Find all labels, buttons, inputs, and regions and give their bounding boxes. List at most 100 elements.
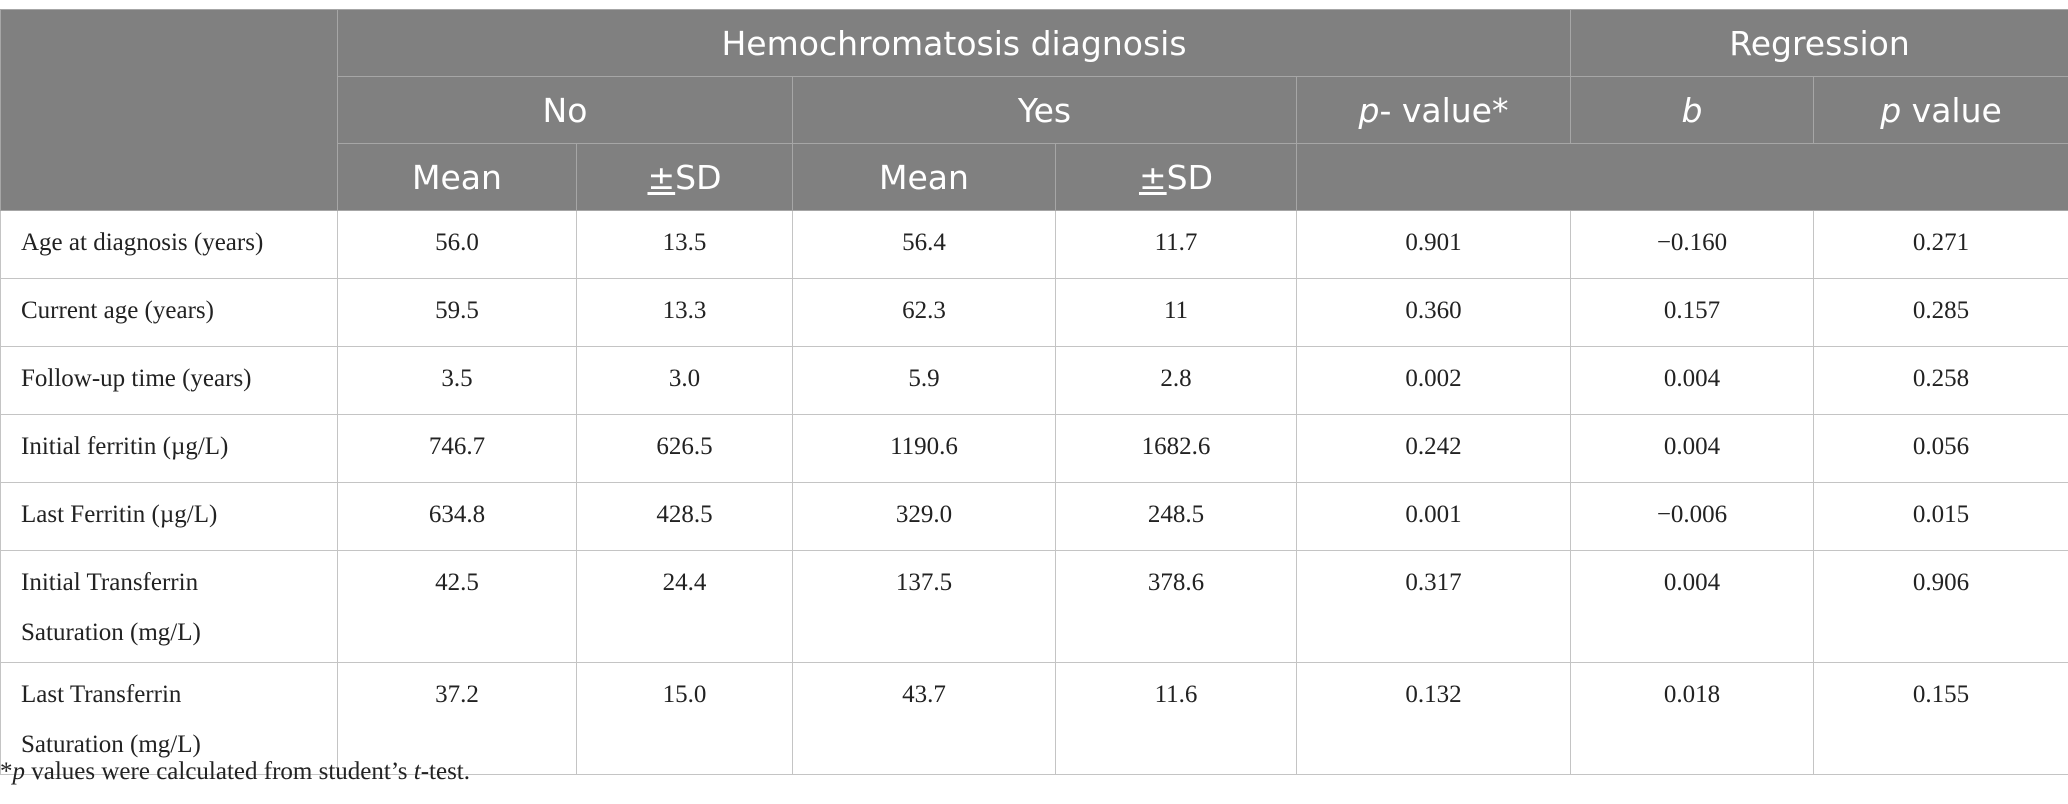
cell-regression-b: 0.004 (1570, 550, 1815, 663)
cell-regression-b: −0.160 (1570, 210, 1815, 279)
cell-yes-mean: 43.7 (792, 662, 1056, 775)
cell-no-sd: 15.0 (576, 662, 793, 775)
results-table-container: Hemochromatosis diagnosis Regression No … (0, 9, 2068, 775)
row-label: Last Ferritin (µg/L) (0, 482, 338, 551)
header-no-mean: Mean (337, 143, 577, 211)
header-hemochromatosis-diagnosis: Hemochromatosis diagnosis (336, 9, 1572, 77)
cell-p-value: 0.002 (1295, 346, 1572, 415)
cell-yes-sd: 1682.6 (1055, 414, 1297, 483)
header-no-sd: ±SD (576, 143, 793, 211)
cell-regression-b: 0.157 (1570, 278, 1815, 347)
header-row-2: No Yes p- value* b p value (1, 76, 2068, 144)
row-label: Initial ferritin (µg/L) (0, 414, 338, 483)
header-blank-cell (1295, 143, 2068, 211)
cell-no-sd: 13.5 (576, 210, 793, 279)
cell-no-mean: 746.7 (337, 414, 577, 483)
row-label: Last Transferrin Saturation (mg/L) (0, 662, 338, 775)
cell-regression-p-value: 0.015 (1813, 482, 2068, 551)
footnote-t: t (413, 758, 421, 785)
header-yes-sd-text: SD (1166, 157, 1213, 197)
row-label-line: Saturation (mg/L) (21, 731, 201, 758)
cell-no-mean: 56.0 (337, 210, 577, 279)
header-corner-cell (0, 9, 338, 211)
row-label: Follow-up time (years) (0, 346, 338, 415)
cell-yes-sd: 11.7 (1055, 210, 1297, 279)
header-yes-mean: Mean (792, 143, 1056, 211)
row-label-line: Current age (years) (21, 297, 214, 324)
table-header: Hemochromatosis diagnosis Regression No … (0, 9, 2068, 211)
row-label-line: Initial ferritin (µg/L) (21, 433, 229, 460)
cell-yes-sd: 378.6 (1055, 550, 1297, 663)
header-row-1: Hemochromatosis diagnosis Regression (0, 9, 2068, 211)
cell-yes-sd: 248.5 (1055, 482, 1297, 551)
row-label-line: Last Ferritin (µg/L) (21, 501, 218, 528)
footnote-text-2: -test. (420, 758, 470, 785)
cell-no-sd: 24.4 (576, 550, 793, 663)
cell-regression-p-value: 0.906 (1813, 550, 2068, 663)
header-reg-p-italic: p (1880, 90, 1902, 130)
cell-yes-sd: 11.6 (1055, 662, 1297, 775)
header-yes-plusminus: ± (1138, 157, 1167, 197)
row-label-line: Follow-up time (years) (21, 365, 252, 392)
row-label-line: Age at diagnosis (years) (21, 229, 264, 256)
cell-regression-p-value: 0.056 (1813, 414, 2068, 483)
header-regression: Regression (1570, 9, 2068, 77)
header-p-value: p- value* (1295, 76, 1572, 144)
cell-p-value: 0.132 (1295, 662, 1572, 775)
cell-yes-mean: 137.5 (792, 550, 1056, 663)
cell-regression-b: 0.004 (1570, 414, 1815, 483)
header-no-sd-text: SD (675, 157, 722, 197)
header-p-value-rest: - value* (1379, 90, 1509, 130)
cell-yes-mean: 5.9 (792, 346, 1056, 415)
header-yes-sd: ±SD (1055, 143, 1297, 211)
cell-yes-sd: 11 (1055, 278, 1297, 347)
header-row-3: Mean ±SD Mean ±SD (1, 143, 2068, 211)
header-regression-p-value: p value (1813, 76, 2068, 144)
footnote-star: * (0, 758, 13, 785)
header-yes: Yes (792, 76, 1297, 144)
header-b-italic: b (1681, 90, 1703, 130)
cell-no-sd: 626.5 (576, 414, 793, 483)
cell-p-value: 0.317 (1295, 550, 1572, 663)
cell-regression-b: 0.018 (1570, 662, 1815, 775)
results-table: Hemochromatosis diagnosis Regression No … (0, 9, 2068, 775)
footnote-text-1: values were calculated from student’s (25, 758, 414, 785)
header-no-plusminus: ± (647, 157, 676, 197)
row-label-line: Last Transferrin (21, 681, 182, 708)
cell-no-mean: 634.8 (337, 482, 577, 551)
cell-p-value: 0.360 (1295, 278, 1572, 347)
header-b: b (1570, 76, 1815, 144)
table-row: Follow-up time (years) 3.5 3.0 5.9 2.8 0.002 0… (0, 346, 2068, 415)
cell-no-sd: 428.5 (576, 482, 793, 551)
table-row: Initial Transferrin Saturation (mg/L) 42.5… (0, 550, 2068, 663)
cell-no-sd: 3.0 (576, 346, 793, 415)
cell-no-mean: 3.5 (337, 346, 577, 415)
header-reg-p-rest: value (1901, 90, 2002, 130)
cell-yes-sd: 2.8 (1055, 346, 1297, 415)
cell-yes-mean: 329.0 (792, 482, 1056, 551)
cell-yes-mean: 1190.6 (792, 414, 1056, 483)
cell-regression-b: −0.006 (1570, 482, 1815, 551)
cell-regression-p-value: 0.258 (1813, 346, 2068, 415)
cell-regression-p-value: 0.155 (1813, 662, 2068, 775)
table-row: Last Transferrin Saturation (mg/L) 37.2 15.… (0, 662, 2068, 775)
row-label: Initial Transferrin Saturation (mg/L) (0, 550, 338, 663)
cell-regression-p-value: 0.271 (1813, 210, 2068, 279)
table-body: Age at diagnosis (years) 56.0 13.5 56.4 11.7… (0, 210, 2068, 775)
footnote-p: p (12, 758, 26, 785)
cell-p-value: 0.901 (1295, 210, 1572, 279)
table-row: Current age (years) 59.5 13.3 62.3 11 0.360 0.… (0, 278, 2068, 347)
table-row: Last Ferritin (µg/L) 634.8 428.5 329.0 248.5… (0, 482, 2068, 551)
cell-p-value: 0.242 (1295, 414, 1572, 483)
header-p-italic: p (1358, 90, 1380, 130)
cell-yes-mean: 62.3 (792, 278, 1056, 347)
table-row: Age at diagnosis (years) 56.0 13.5 56.4 11.7… (0, 210, 2068, 279)
row-label: Current age (years) (0, 278, 338, 347)
row-label-line: Initial Transferrin (21, 569, 199, 596)
cell-regression-b: 0.004 (1570, 346, 1815, 415)
cell-regression-p-value: 0.285 (1813, 278, 2068, 347)
cell-no-mean: 59.5 (337, 278, 577, 347)
cell-no-mean: 42.5 (337, 550, 577, 663)
row-label-line: Saturation (mg/L) (21, 619, 201, 646)
table-row: Initial ferritin (µg/L) 746.7 626.5 1190.6 1… (0, 414, 2068, 483)
